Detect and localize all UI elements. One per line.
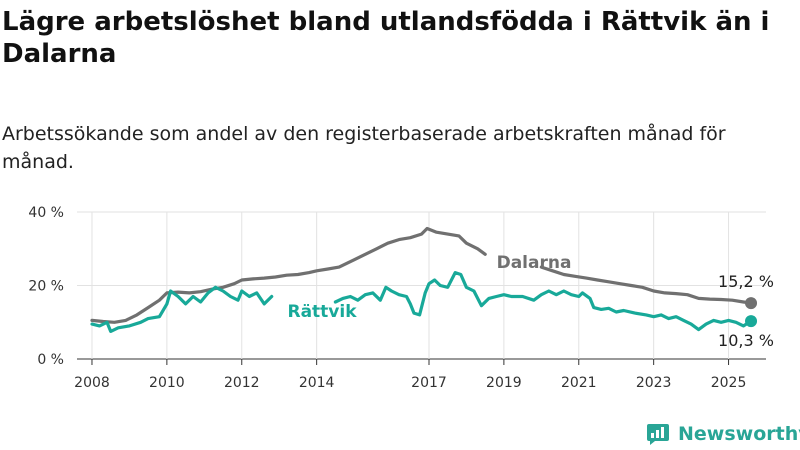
end-label-rattvik: 10,3 % — [718, 331, 774, 350]
chart-title: Lägre arbetslöshet bland utlandsfödda i … — [2, 7, 770, 69]
series-line-rättvik — [90, 285, 274, 333]
x-tick-label: 2012 — [224, 375, 260, 391]
series-label-rattvik: Rättvik — [287, 302, 357, 322]
series-line-dalarna — [539, 265, 753, 305]
y-tick-label: 20 % — [28, 279, 64, 295]
series-end-point — [745, 315, 758, 328]
brand-logo: Newsworthy — [646, 420, 800, 448]
series-line-dalarna — [90, 226, 487, 324]
x-tick-label: 2023 — [636, 375, 672, 391]
x-tick-label: 2010 — [149, 375, 185, 391]
newsworthy-logo-icon — [647, 424, 669, 445]
end-label-dalarna: 15,2 % — [718, 272, 774, 291]
x-tick-label: 2025 — [711, 375, 747, 391]
x-tick-label: 2017 — [411, 375, 447, 391]
x-tick-label: 2021 — [561, 375, 597, 391]
series-end-point — [745, 297, 758, 310]
x-tick-label: 2008 — [74, 375, 110, 391]
y-tick-label: 0 % — [37, 352, 64, 368]
x-tick-label: 2014 — [299, 375, 335, 391]
chart-subtitle: Arbetssökande som andel av den registerb… — [2, 123, 726, 173]
series-label-dalarna: Dalarna — [497, 253, 572, 273]
series-line-rättvik — [333, 271, 753, 332]
brand-name: Newsworthy — [678, 423, 800, 445]
y-tick-label: 40 % — [28, 205, 64, 221]
x-tick-label: 2019 — [486, 375, 522, 391]
